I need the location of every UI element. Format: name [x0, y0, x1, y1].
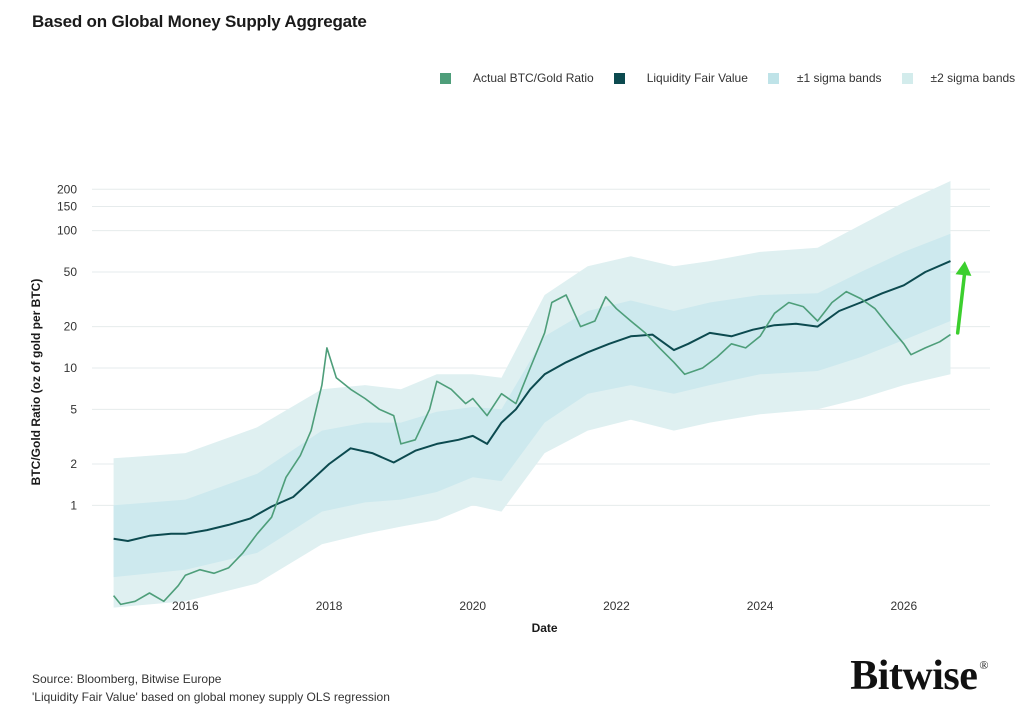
- y-tick-label-150: 150: [57, 199, 77, 213]
- chart-legend: Actual BTC/Gold Ratio Liquidity Fair Val…: [440, 71, 1015, 85]
- legend-swatch-actual: [440, 72, 451, 84]
- legend-swatch-fair-value: [613, 72, 625, 84]
- x-axis-label: Date: [532, 621, 558, 635]
- x-tick-label-2022: 2022: [603, 599, 630, 613]
- methodology-note: 'Liquidity Fair Value' based on global m…: [32, 690, 390, 704]
- x-tick-label-2020: 2020: [459, 599, 486, 613]
- x-tick-label-2016: 2016: [172, 599, 199, 613]
- trend-arrow-shaft: [955, 269, 967, 335]
- y-tick-label-2: 2: [70, 457, 77, 471]
- legend-item-sigma2: ±2 sigma bands: [901, 71, 1016, 85]
- x-tick-label-2024: 2024: [747, 599, 774, 613]
- trend-arrow-head: [955, 261, 972, 276]
- chart-title: Based on Global Money Supply Aggregate: [32, 12, 367, 31]
- legend-swatch-sigma1: [767, 72, 779, 84]
- y-axis-label: BTC/Gold Ratio (oz of gold per BTC): [29, 279, 43, 486]
- legend-label-sigma2: ±2 sigma bands: [930, 71, 1016, 85]
- legend-label-actual: Actual BTC/Gold Ratio: [473, 71, 594, 85]
- registered-mark: ®: [979, 658, 988, 672]
- x-tick-labels: 2016 2018 2020 2022 2024 2026: [172, 599, 917, 613]
- source-note: Source: Bloomberg, Bitwise Europe: [32, 672, 222, 686]
- bitwise-logo: Bitwise ®: [850, 652, 988, 700]
- y-tick-label-20: 20: [64, 320, 78, 334]
- sigma1-band: [113, 233, 951, 578]
- legend-item-sigma1: ±1 sigma bands: [767, 71, 882, 85]
- y-tick-label-1: 1: [70, 498, 77, 512]
- y-tick-label-50: 50: [64, 265, 78, 279]
- legend-item-actual: Actual BTC/Gold Ratio: [440, 71, 594, 85]
- x-tick-label-2018: 2018: [316, 599, 343, 613]
- series-line-fair-value: [113, 260, 951, 542]
- legend-item-fair-value: Liquidity Fair Value: [613, 71, 748, 85]
- legend-swatch-sigma2: [901, 72, 913, 84]
- legend-label-fair-value: Liquidity Fair Value: [646, 71, 748, 85]
- series-line-actual: [112, 290, 951, 606]
- trend-arrow: [955, 261, 972, 335]
- y-tick-label-5: 5: [70, 402, 77, 416]
- x-tick-label-2026: 2026: [890, 599, 917, 613]
- y-tick-labels: 1 2 5 10 20 50 100 150 200: [57, 182, 77, 512]
- y-tick-label-200: 200: [57, 182, 77, 196]
- y-tick-label-100: 100: [57, 224, 77, 238]
- y-tick-label-10: 10: [64, 361, 78, 375]
- legend-label-sigma1: ±1 sigma bands: [796, 71, 882, 85]
- logo-text: Bitwise: [850, 653, 978, 699]
